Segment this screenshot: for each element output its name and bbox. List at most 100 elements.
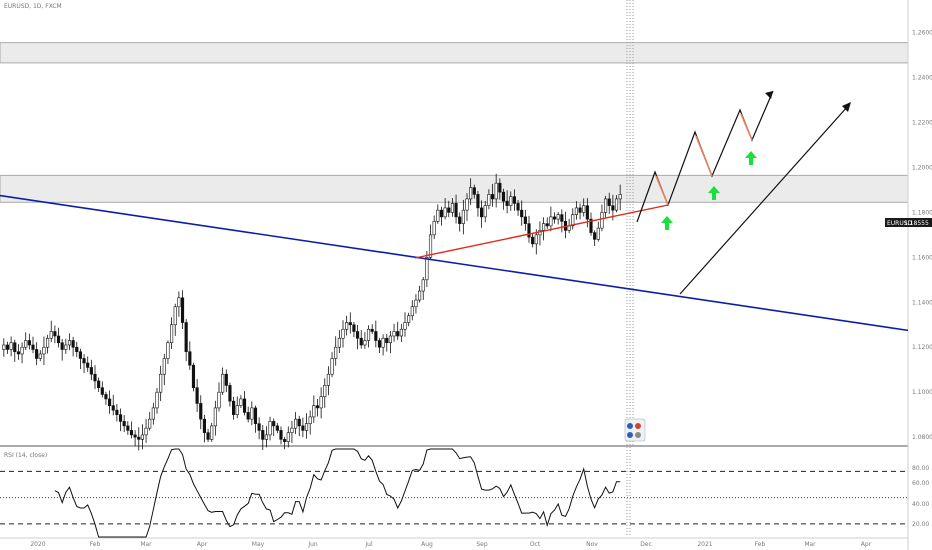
candle-body [501, 191, 506, 202]
candle-body [257, 423, 261, 431]
candle-body [607, 198, 611, 206]
price-axis-label: 1.1800 [912, 209, 932, 216]
candle-body [242, 398, 247, 413]
time-axis-label: 2021 [697, 541, 712, 548]
rsi-axis-label-40: 40.00 [912, 501, 929, 508]
candle-body [250, 407, 254, 420]
candle-body [498, 182, 502, 193]
candle-body [279, 430, 283, 440]
candle-body [191, 364, 196, 388]
candle-body [224, 373, 228, 386]
support-trendline[interactable] [0, 194, 909, 332]
time-axis-label: Aug [421, 541, 433, 548]
candle-body [67, 340, 72, 346]
rising-trendline[interactable] [414, 204, 669, 259]
candle-body [527, 223, 531, 238]
candle-body [545, 223, 549, 227]
candle-body [450, 203, 454, 213]
candle-body [253, 407, 258, 424]
candle-body [337, 337, 341, 348]
candle-body [392, 331, 396, 337]
candle-body [596, 227, 600, 240]
time-axis-label: Nov [586, 541, 598, 548]
time-axis[interactable]: 2020 Feb Mar Apr May Jun Jul Aug Sep Oct Nov Dec 202… [30, 541, 871, 548]
candle-body [359, 337, 363, 346]
candle-body [166, 342, 170, 359]
candlestick-series [2, 173, 622, 451]
resistance-zone [0, 174, 909, 203]
candle-body [56, 335, 61, 344]
time-axis-label: Feb [90, 541, 101, 548]
candle-body [38, 353, 42, 359]
events-badge[interactable] [624, 418, 646, 442]
candle-body [268, 421, 272, 436]
candle-body [31, 344, 35, 350]
price-axis-label: 1.1000 [912, 389, 932, 396]
candle-body [283, 439, 287, 442]
candle-body [188, 351, 192, 366]
candle-body [16, 351, 20, 355]
candle-body [556, 214, 560, 220]
candle-body [272, 421, 276, 427]
candle-body [315, 405, 320, 409]
candle-body [611, 205, 615, 211]
time-axis-label: Feb [755, 541, 766, 548]
candle-body [20, 346, 24, 355]
candle-body [604, 198, 608, 213]
candle-body [64, 344, 68, 350]
candle-body [275, 425, 279, 431]
candle-body [425, 257, 429, 281]
candle-body [319, 396, 323, 409]
candle-body [111, 405, 115, 411]
candle-body [505, 200, 509, 206]
candle-body [312, 405, 316, 418]
candle-body [155, 391, 159, 409]
candle-body [100, 387, 104, 395]
candle-body [82, 358, 86, 364]
candle-body [9, 342, 13, 350]
time-axis-label: Apr [861, 541, 872, 548]
time-axis-label: Mar [804, 541, 816, 548]
candle-body [432, 221, 436, 236]
candle-body [363, 340, 367, 346]
candle-body [480, 207, 484, 218]
candle-body [574, 207, 578, 215]
candle-body [472, 187, 476, 195]
candle-body [46, 337, 50, 348]
candle-body [177, 297, 181, 308]
candle-body [443, 207, 447, 218]
candle-body [428, 234, 433, 258]
candle-body [385, 337, 389, 344]
time-axis-label: Dec [640, 541, 652, 548]
upper-resistance-zone [0, 42, 909, 64]
candle-body [53, 331, 57, 337]
symbol-label: EURUSD, 1D, FXCM [4, 3, 62, 10]
candle-body [494, 182, 498, 200]
price-axis-label: 1.1200 [912, 344, 932, 351]
candle-body [133, 434, 137, 438]
candle-body [228, 385, 232, 402]
candle-body [202, 418, 206, 433]
candle-body [173, 306, 177, 326]
time-axis-label: Sep [476, 541, 488, 548]
current-date-line [626, 0, 634, 537]
time-axis-label: Oct [530, 541, 541, 548]
time-axis-label: Mar [140, 541, 152, 548]
candle-body [396, 331, 400, 337]
candle-body [549, 216, 553, 227]
candle-body [235, 405, 239, 415]
time-axis-label: Jul [364, 541, 373, 548]
candle-body [520, 209, 524, 218]
candle-body [93, 373, 97, 382]
candle-body [458, 216, 462, 224]
candle-body [436, 209, 440, 222]
long-projection-arrow [679, 105, 849, 295]
rsi-axis-label-80: 80.00 [912, 465, 929, 472]
price-axis-label: 1.1400 [912, 299, 932, 306]
price-axis[interactable]: 1.2600 1.2400 1.2200 1.2000 1.1800 1.1600 1.14… [912, 30, 932, 442]
candle-body [334, 346, 338, 359]
candle-body [140, 434, 144, 440]
candle-body [469, 187, 473, 200]
candle-body [582, 205, 586, 213]
